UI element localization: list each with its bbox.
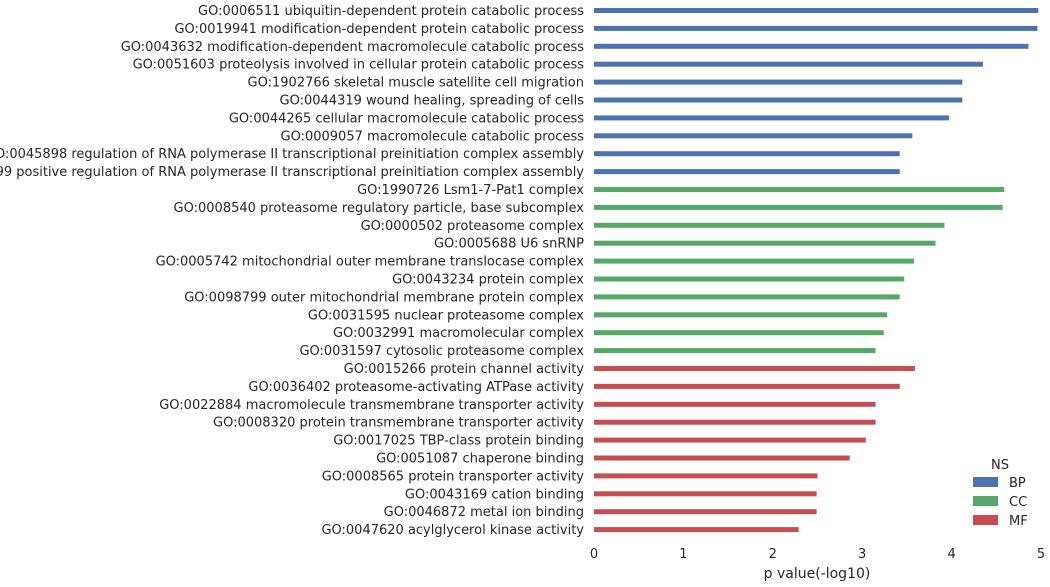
category-label-1: GO:0006511 ubiquitin-dependent protein c…	[198, 4, 584, 19]
category-label-18: GO:0031595 nuclear proteasome complex	[308, 308, 584, 323]
category-label-17: GO:0098799 outer mitochondrial membrane …	[184, 290, 584, 305]
bar-23	[594, 401, 876, 407]
legend-label-cc: CC	[1009, 495, 1027, 510]
category-label-19: GO:0032991 macromolecular complex	[333, 326, 584, 341]
bar-18	[594, 312, 888, 318]
bar-21	[594, 366, 915, 371]
bar-30	[594, 527, 799, 533]
category-label-4: GO:0051603 proteolysis involved in cellu…	[133, 58, 585, 73]
category-labels: GO:0006511 ubiquitin-dependent protein c…	[0, 4, 584, 538]
legend-swatch-bp	[973, 477, 998, 487]
bar-17	[594, 294, 900, 300]
legend-label-bp: BP	[1009, 476, 1026, 491]
bar-26	[594, 455, 850, 461]
category-label-7: GO:0044265 cellular macromolecule catabo…	[229, 111, 584, 126]
category-label-30: GO:0047620 acylglycerol kinase activity	[321, 523, 584, 538]
bar-19	[594, 330, 884, 336]
x-tick-label-1: 1	[679, 547, 687, 562]
bars-layer	[594, 8, 1039, 533]
category-label-25: GO:0017025 TBP-class protein binding	[333, 434, 584, 449]
bar-29	[594, 509, 817, 515]
bar-4	[594, 61, 983, 67]
legend-swatch-cc	[973, 496, 998, 506]
x-tick-label-4: 4	[947, 547, 955, 562]
category-label-13: GO:0000502 proteasome complex	[361, 219, 585, 234]
bar-12	[594, 204, 1003, 210]
x-tick-label-2: 2	[769, 547, 777, 562]
category-label-12: GO:0008540 proteasome regulatory particl…	[174, 201, 585, 216]
category-label-28: GO:0043169 cation binding	[405, 487, 584, 502]
category-label-16: GO:0043234 protein complex	[392, 273, 584, 288]
legend-label-mf: MF	[1009, 514, 1028, 529]
x-tick-label-0: 0	[590, 547, 598, 562]
category-label-20: GO:0031597 cytosolic proteasome complex	[299, 344, 584, 359]
category-label-5: GO:1902766 skeletal muscle satellite cel…	[248, 76, 584, 91]
bar-15	[594, 258, 915, 264]
bar-25	[594, 437, 866, 443]
bar-22	[594, 383, 900, 389]
x-tick-label-5: 5	[1037, 547, 1045, 562]
bar-16	[594, 276, 905, 282]
bar-24	[594, 419, 876, 425]
legend-swatch-mf	[973, 515, 998, 525]
bar-6	[594, 97, 963, 103]
bar-5	[594, 79, 963, 85]
category-label-22: GO:0036402 proteasome-activating ATPase …	[248, 380, 584, 395]
x-axis: 0 1 2 3 4 5	[590, 547, 1045, 562]
category-label-15: GO:0005742 mitochondrial outer membrane …	[156, 255, 585, 270]
bar-10	[594, 169, 900, 175]
category-label-23: GO:0022884 macromolecule transmembrane t…	[159, 398, 584, 413]
bar-27	[594, 473, 818, 479]
legend: NS BP CC MF	[973, 458, 1028, 529]
bar-13	[594, 222, 945, 228]
category-label-29: GO:0046872 metal ion binding	[384, 505, 584, 520]
bar-3	[594, 43, 1029, 49]
bar-1	[594, 8, 1039, 13]
category-label-21: GO:0015266 protein channel activity	[344, 362, 585, 377]
category-label-2: GO:0019941 modification-dependent protei…	[174, 22, 584, 37]
bar-2	[594, 25, 1038, 31]
category-label-6: GO:0044319 wound healing, spreading of c…	[280, 94, 585, 109]
bar-11	[594, 187, 1005, 192]
category-label-3: GO:0043632 modification-dependent macrom…	[121, 40, 585, 55]
category-label-9: GO:0045898 regulation of RNA polymerase …	[0, 147, 584, 162]
x-axis-title: p value(-log10)	[764, 566, 871, 582]
bar-9	[594, 151, 900, 157]
bar-20	[594, 348, 876, 354]
x-tick-label-3: 3	[858, 547, 866, 562]
category-label-8: GO:0009057 macromolecule catabolic proce…	[281, 129, 585, 144]
category-label-10: GO:0045899 positive regulation of RNA po…	[0, 165, 584, 180]
bar-8	[594, 133, 913, 139]
category-label-14: GO:0005688 U6 snRNP	[434, 237, 584, 252]
category-label-24: GO:0008320 protein transmembrane transpo…	[213, 416, 584, 431]
category-label-26: GO:0051087 chaperone binding	[376, 452, 584, 467]
bar-14	[594, 240, 936, 246]
category-label-27: GO:0008565 protein transporter activity	[322, 469, 585, 484]
category-label-11: GO:1990726 Lsm1-7-Pat1 complex	[357, 183, 584, 198]
bar-7	[594, 115, 949, 121]
legend-title: NS	[991, 458, 1009, 473]
bar-28	[594, 491, 817, 497]
